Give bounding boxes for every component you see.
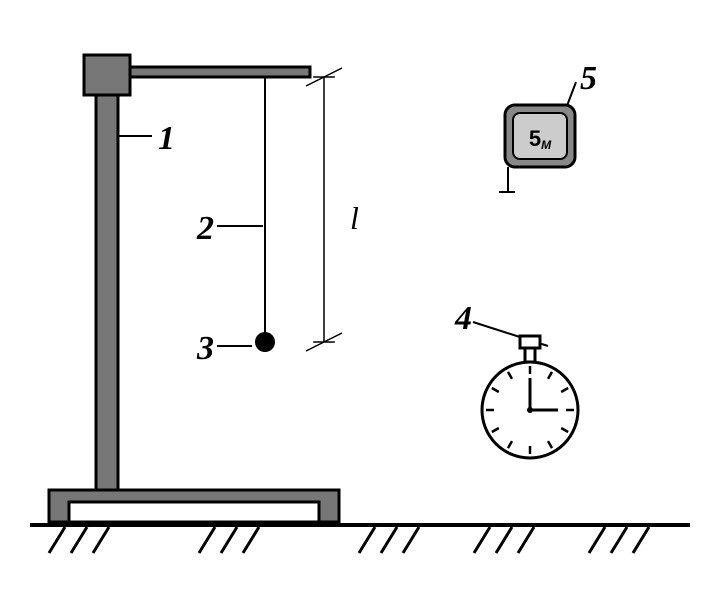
ground: [30, 525, 690, 553]
label-1: 1: [158, 120, 175, 158]
stand-base: [49, 490, 339, 522]
stand-arm: [130, 67, 310, 77]
stand-pole: [96, 55, 118, 490]
pendulum-bob: [255, 332, 275, 352]
label-2: 2: [197, 210, 214, 248]
stand-clamp: [84, 55, 130, 95]
label-5: 5: [580, 60, 597, 98]
stopwatch-icon: [482, 336, 578, 458]
label-3: 3: [197, 330, 214, 368]
tape-measure-icon: 5M: [499, 105, 575, 192]
dimension-line-l: [306, 68, 342, 351]
physics-pendulum-diagram: 5M 1 2 3 4 5 l: [0, 0, 708, 589]
label-4: 4: [455, 300, 472, 338]
label-length-l: l: [350, 200, 359, 237]
diagram-svg: 5M: [0, 0, 708, 589]
